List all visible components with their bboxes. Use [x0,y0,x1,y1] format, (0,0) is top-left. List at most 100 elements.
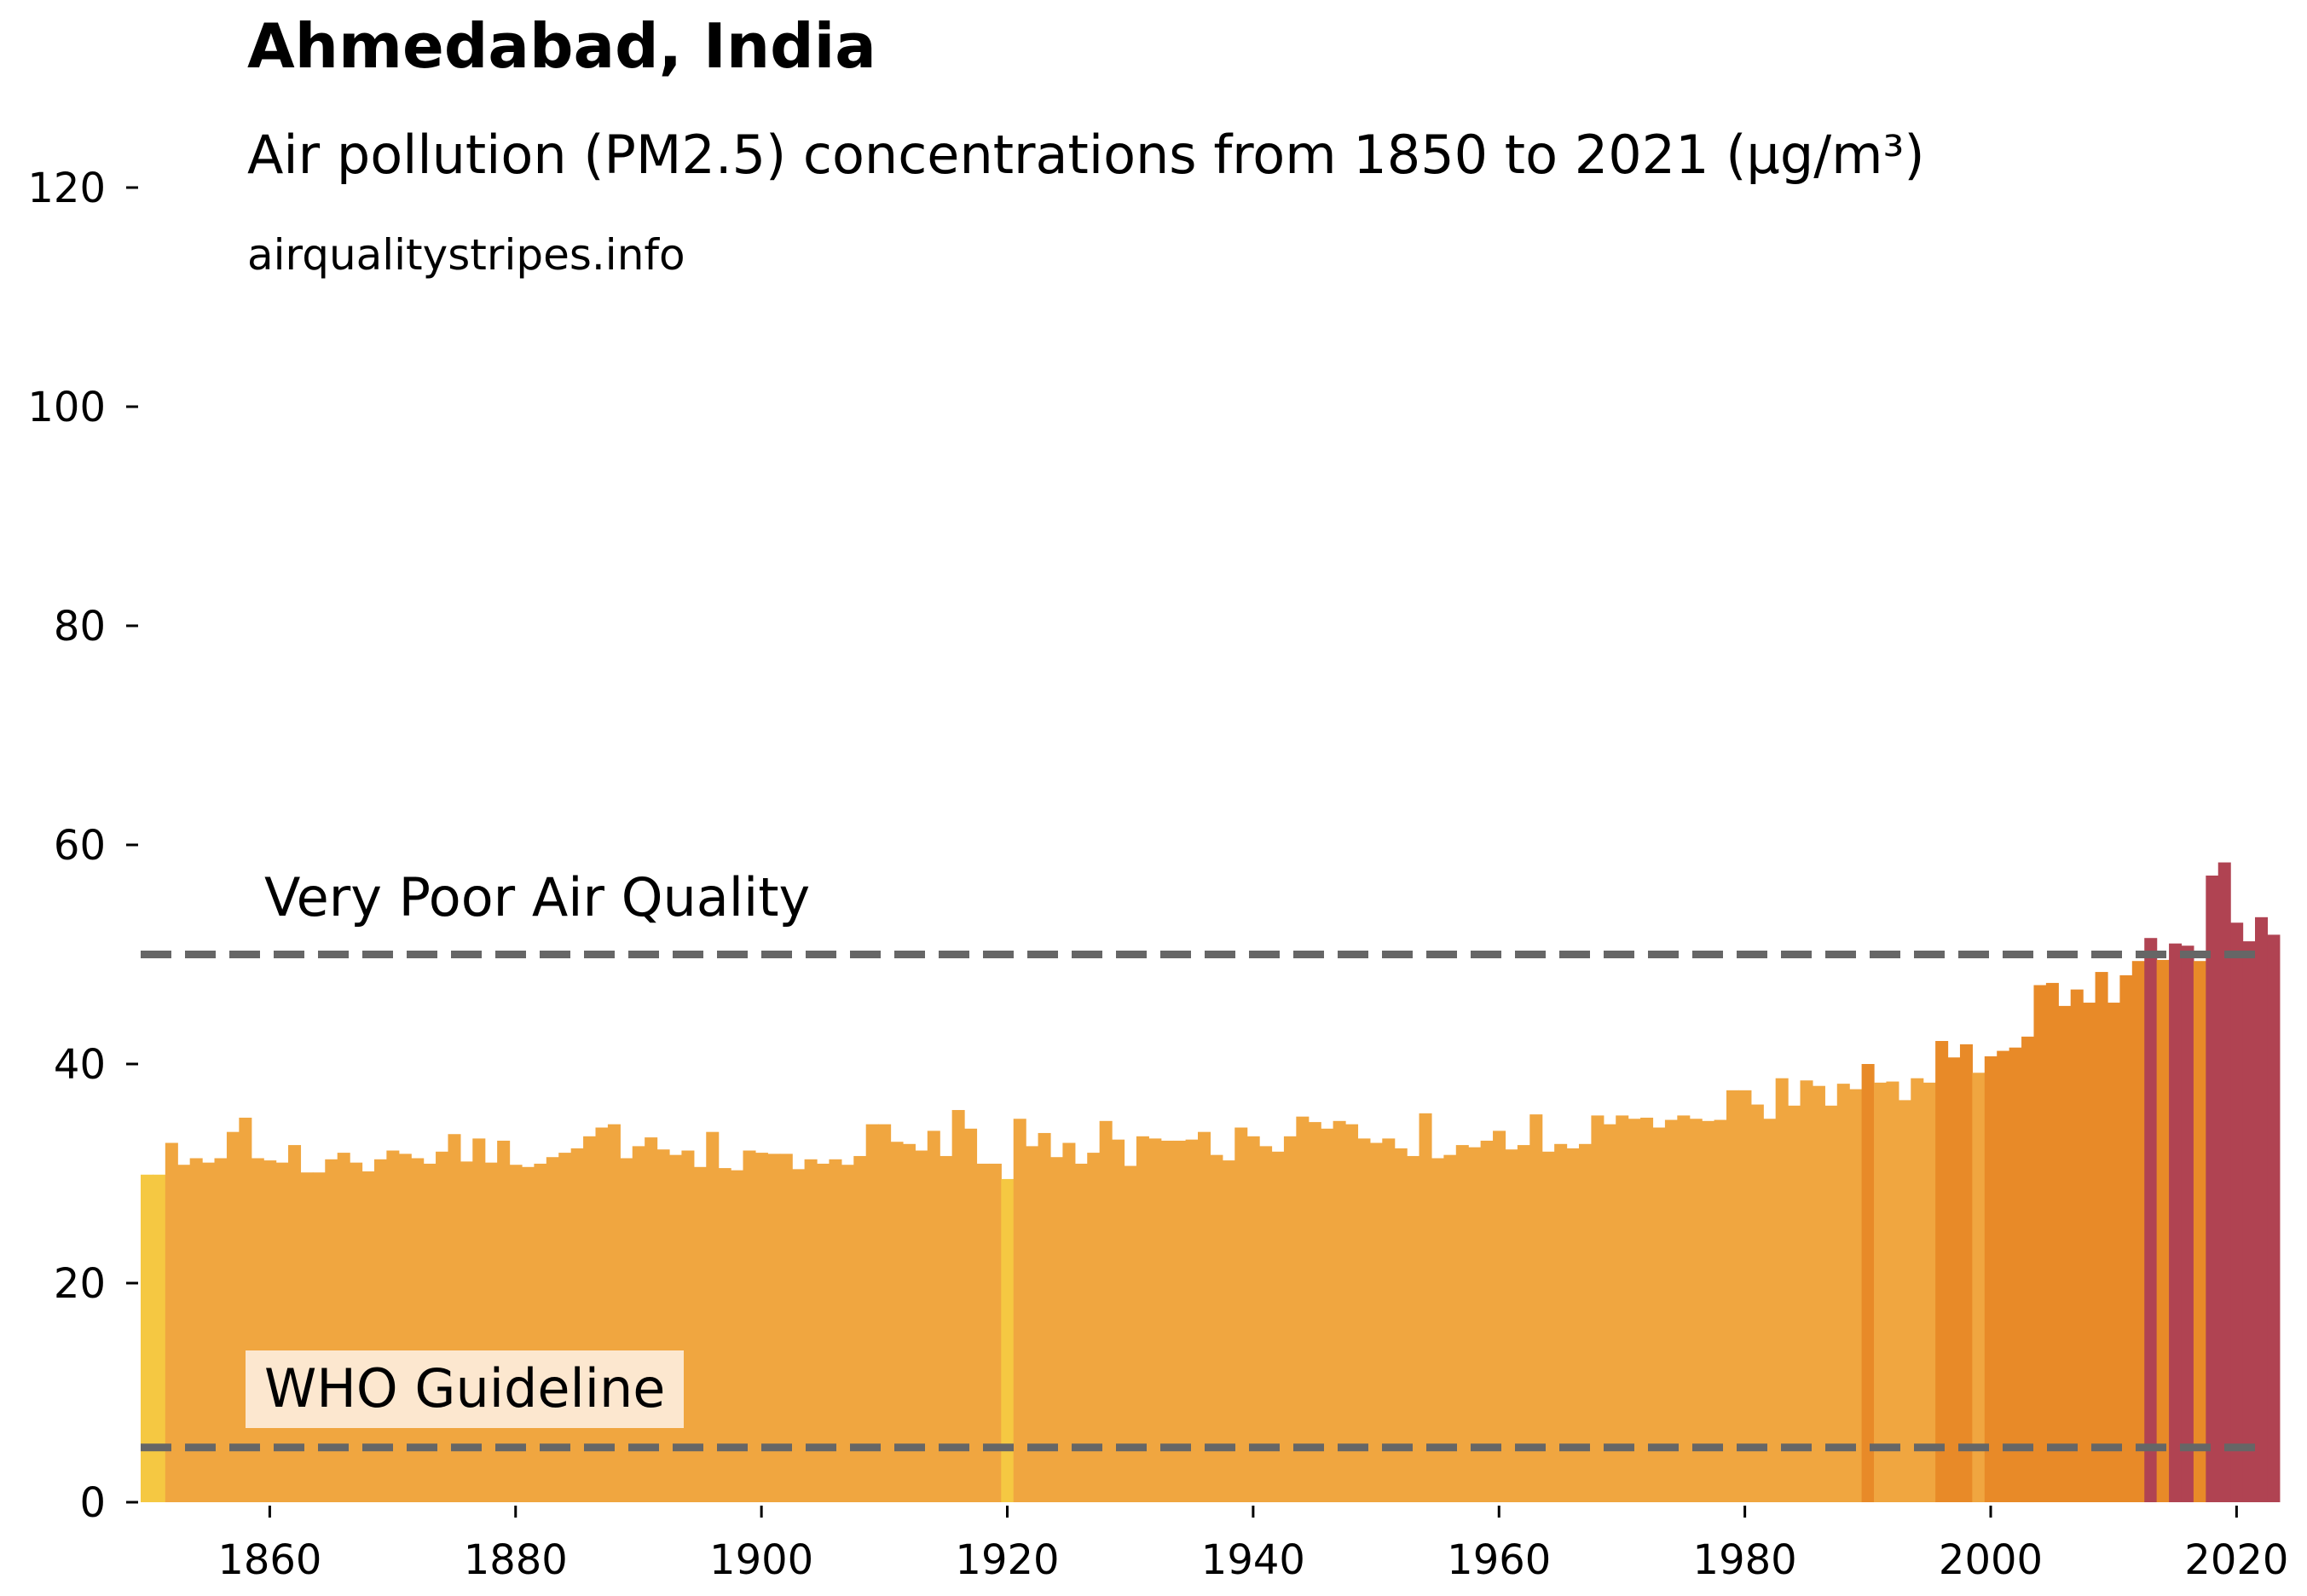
x-tick-label-2020: 2020 [2184,1536,2288,1584]
bar-1969 [1603,1124,1616,1502]
bar-1863 [300,1172,314,1502]
bar-2021 [2242,941,2256,1502]
bar-1911 [890,1142,904,1502]
bar-1995 [1922,1082,1936,1502]
bar-1918 [976,1163,990,1502]
bar-1982 [1763,1119,1777,1502]
bar-1945 [1308,1122,1321,1502]
y-axis: 0 20 40 60 80 100 120 [27,165,138,1527]
x-tick-label-2000: 2000 [1939,1536,2043,1584]
bar-1900 [755,1153,768,1502]
bar-1895 [693,1166,707,1502]
y-tick-label-20: 20 [54,1260,106,1308]
bar-1956 [1443,1154,1457,1502]
bar-1991 [1874,1082,1888,1502]
y-tick-label-0: 0 [79,1479,106,1527]
bar-2002 [2009,1047,2022,1502]
bar-1999 [1972,1073,1986,1502]
bar-1955 [1431,1158,1444,1502]
bar-1950 [1369,1142,1383,1502]
bar-1973 [1652,1127,1666,1502]
bar-2019 [2217,862,2231,1502]
bar-1908 [853,1155,867,1502]
bar-1968 [1591,1115,1604,1502]
bar-1855 [202,1162,216,1502]
bar-2005 [2045,982,2059,1502]
bar-1944 [1296,1116,1310,1502]
bar-1852 [165,1142,178,1502]
y-tick-label-80: 80 [54,603,106,651]
bar-1985 [1800,1080,1813,1502]
bar-1966 [1566,1148,1580,1502]
bar-1899 [743,1150,756,1502]
bar-1909 [865,1124,879,1502]
bar-2004 [2033,985,2047,1502]
bar-1994 [1911,1078,1924,1502]
bar-1856 [214,1158,228,1502]
bar-1996 [1935,1041,1949,1502]
bar-1921 [1013,1119,1026,1502]
chart-subtitle: Air pollution (PM2.5) concentrations fro… [247,124,1925,186]
bar-1917 [964,1128,978,1502]
bar-2013 [2144,938,2158,1502]
bar-1885 [570,1148,584,1502]
bar-1974 [1664,1119,1678,1502]
bar-1997 [1947,1057,1961,1502]
bar-1937 [1210,1154,1223,1502]
bar-1943 [1283,1136,1297,1502]
bar-1925 [1062,1142,1076,1502]
bar-1975 [1677,1115,1691,1502]
bar-1930 [1124,1165,1137,1502]
bar-1913 [915,1150,928,1502]
bar-1938 [1222,1160,1235,1502]
bar-1923 [1038,1132,1051,1502]
bar-1924 [1049,1157,1063,1502]
bar-1967 [1578,1143,1592,1502]
bar-1964 [1541,1151,1555,1502]
bar-1912 [902,1143,916,1502]
bar-1992 [1886,1081,1899,1502]
bar-1961 [1505,1149,1518,1502]
bar-1981 [1750,1104,1764,1502]
bar-2003 [2021,1036,2035,1503]
bar-1986 [1812,1085,1825,1502]
bar-1971 [1628,1119,1641,1502]
bar-1979 [1726,1090,1740,1502]
bar-2014 [2156,959,2170,1502]
bar-1920 [1001,1178,1015,1502]
bar-1948 [1345,1124,1359,1502]
bar-1983 [1775,1078,1789,1502]
bar-1927 [1087,1153,1101,1502]
y-tick-label-100: 100 [27,384,106,431]
bar-1935 [1185,1139,1199,1502]
bar-2023 [2267,934,2281,1502]
bar-1931 [1136,1136,1149,1502]
bar-2006 [2058,1005,2072,1502]
x-tick-label-1860: 1860 [217,1536,321,1584]
bar-2008 [2083,1003,2096,1502]
bar-2009 [2095,972,2108,1502]
bar-1941 [1259,1146,1273,1503]
bar-1959 [1480,1140,1494,1502]
bar-1881 [521,1166,535,1502]
bar-1972 [1640,1117,1654,1502]
bar-1962 [1517,1145,1530,1502]
bar-1987 [1824,1105,1838,1502]
bar-1940 [1246,1136,1260,1502]
bar-1898 [731,1170,744,1502]
bar-1936 [1198,1131,1211,1502]
bar-1970 [1616,1115,1629,1502]
bar-1984 [1788,1105,1801,1502]
bar-1854 [189,1158,203,1502]
bar-1929 [1112,1139,1125,1502]
bar-1926 [1074,1163,1088,1502]
bar-1990 [1861,1064,1875,1502]
bar-1954 [1419,1113,1432,1502]
y-tick-label-120: 120 [27,165,106,212]
x-tick-label-1900: 1900 [709,1536,813,1584]
bar-1993 [1898,1100,1911,1502]
bar-2016 [2181,945,2194,1502]
y-tick-label-40: 40 [54,1041,106,1089]
x-tick-label-1920: 1920 [955,1536,1059,1584]
bar-1952 [1394,1148,1408,1502]
